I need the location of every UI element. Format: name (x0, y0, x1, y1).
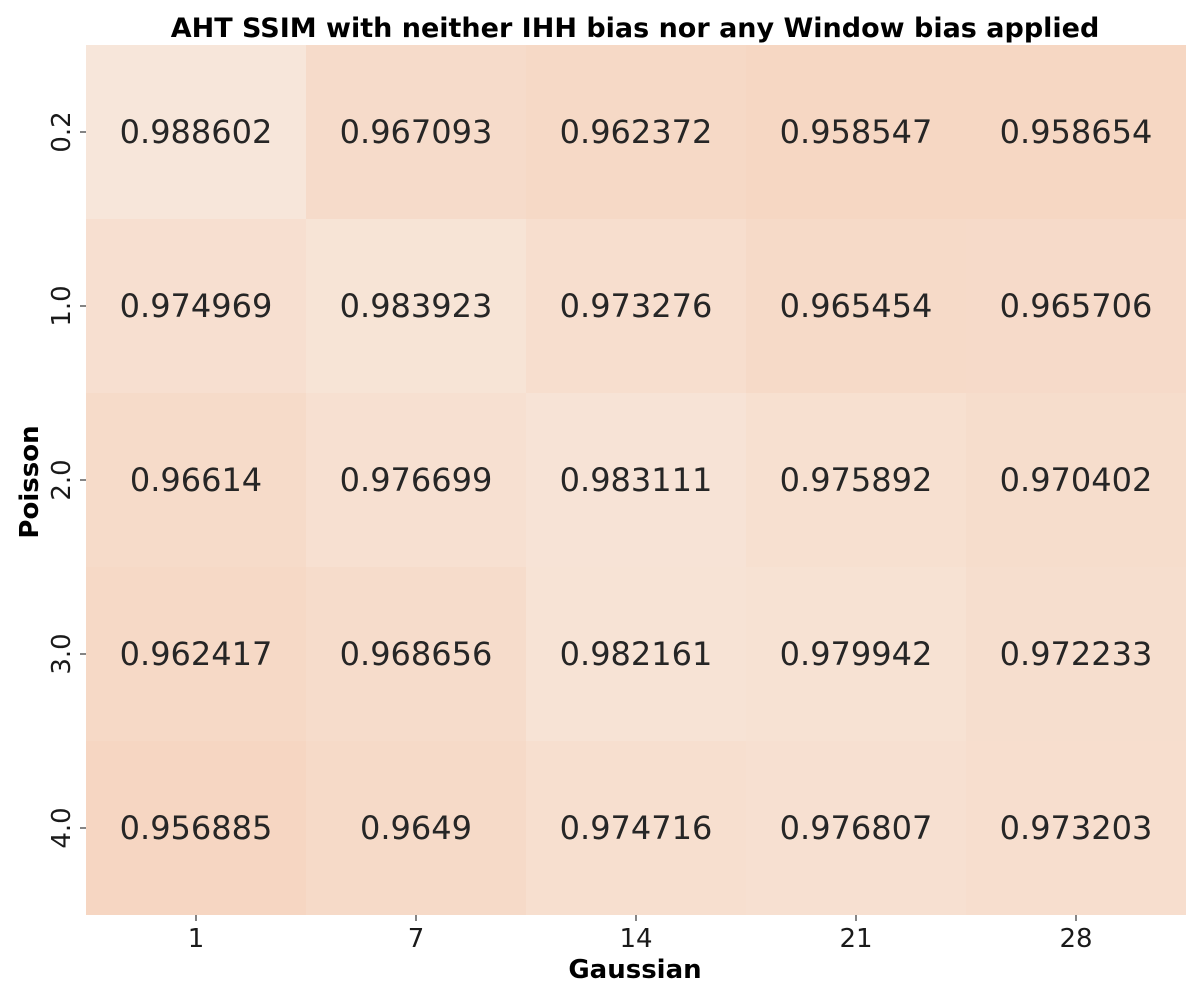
x-tick-label: 7 (408, 924, 425, 954)
y-axis-label: Poisson (15, 425, 45, 538)
x-axis-label: Gaussian (568, 955, 701, 985)
cell-value-label: 0.962417 (120, 635, 273, 673)
cell-value-label: 0.970402 (1000, 461, 1153, 499)
heatmap-cell (86, 741, 306, 915)
cell-value-label: 0.983923 (340, 287, 493, 325)
cell-value-label: 0.968656 (340, 635, 493, 673)
cell-value-label: 0.979942 (780, 635, 933, 673)
heatmap-cell (86, 219, 306, 393)
cell-value-label: 0.96614 (130, 461, 262, 499)
cell-value-label: 0.958654 (1000, 113, 1153, 151)
cell-value-label: 0.974716 (560, 809, 713, 847)
cell-value-label: 0.967093 (340, 113, 493, 151)
cell-value-label: 0.965706 (1000, 287, 1153, 325)
cell-value-label: 0.988602 (120, 113, 273, 151)
x-axis-ticks: 1 7 14 21 28 (188, 915, 1093, 954)
y-tick-label: 1.0 (47, 285, 77, 326)
heatmap-cell (966, 45, 1186, 219)
heatmap-cell (306, 567, 526, 741)
heatmap-cell (526, 393, 746, 567)
y-tick-label: 3.0 (47, 633, 77, 674)
heatmap-cell-labels: 0.988602 0.967093 0.962372 0.958547 0.958654… (120, 113, 1153, 847)
cell-value-label: 0.956885 (120, 809, 273, 847)
heatmap-cells (86, 45, 1186, 915)
y-tick-label: 0.2 (47, 111, 77, 152)
x-tick-label: 1 (188, 924, 205, 954)
cell-value-label: 0.974969 (120, 287, 273, 325)
cell-value-label: 0.973276 (560, 287, 713, 325)
heatmap-cell (526, 741, 746, 915)
cell-value-label: 0.958547 (780, 113, 933, 151)
heatmap-cell (86, 45, 306, 219)
x-tick-label: 21 (839, 924, 872, 954)
cell-value-label: 0.983111 (560, 461, 713, 499)
heatmap-cell (306, 741, 526, 915)
cell-value-label: 0.962372 (560, 113, 713, 151)
heatmap-cell (86, 393, 306, 567)
cell-value-label: 0.973203 (1000, 809, 1153, 847)
heatmap-cell (526, 567, 746, 741)
heatmap-cell (746, 393, 966, 567)
heatmap-cell (306, 219, 526, 393)
cell-value-label: 0.975892 (780, 461, 933, 499)
heatmap-cell (526, 45, 746, 219)
heatmap-cell (746, 219, 966, 393)
cell-value-label: 0.9649 (360, 809, 472, 847)
heatmap-cell (966, 741, 1186, 915)
cell-value-label: 0.976807 (780, 809, 933, 847)
heatmap-cell (746, 741, 966, 915)
y-tick-label: 4.0 (47, 807, 77, 848)
x-tick-label: 14 (619, 924, 652, 954)
heatmap-cell (966, 393, 1186, 567)
heatmap-cell (966, 567, 1186, 741)
chart-title: AHT SSIM with neither IHH bias nor any W… (171, 13, 1100, 44)
heatmap-cell (526, 219, 746, 393)
cell-value-label: 0.965454 (780, 287, 933, 325)
cell-value-label: 0.982161 (560, 635, 713, 673)
cell-value-label: 0.972233 (1000, 635, 1153, 673)
x-tick-label: 28 (1059, 924, 1092, 954)
cell-value-label: 0.976699 (340, 461, 493, 499)
y-tick-label: 2.0 (47, 459, 77, 500)
heatmap-cell (966, 219, 1186, 393)
heatmap-cell (306, 45, 526, 219)
heatmap-cell (746, 45, 966, 219)
y-axis-ticks: 0.2 1.0 2.0 3.0 4.0 (47, 111, 86, 849)
heatmap-cell (746, 567, 966, 741)
heatmap-cell (306, 393, 526, 567)
heatmap-cell (86, 567, 306, 741)
